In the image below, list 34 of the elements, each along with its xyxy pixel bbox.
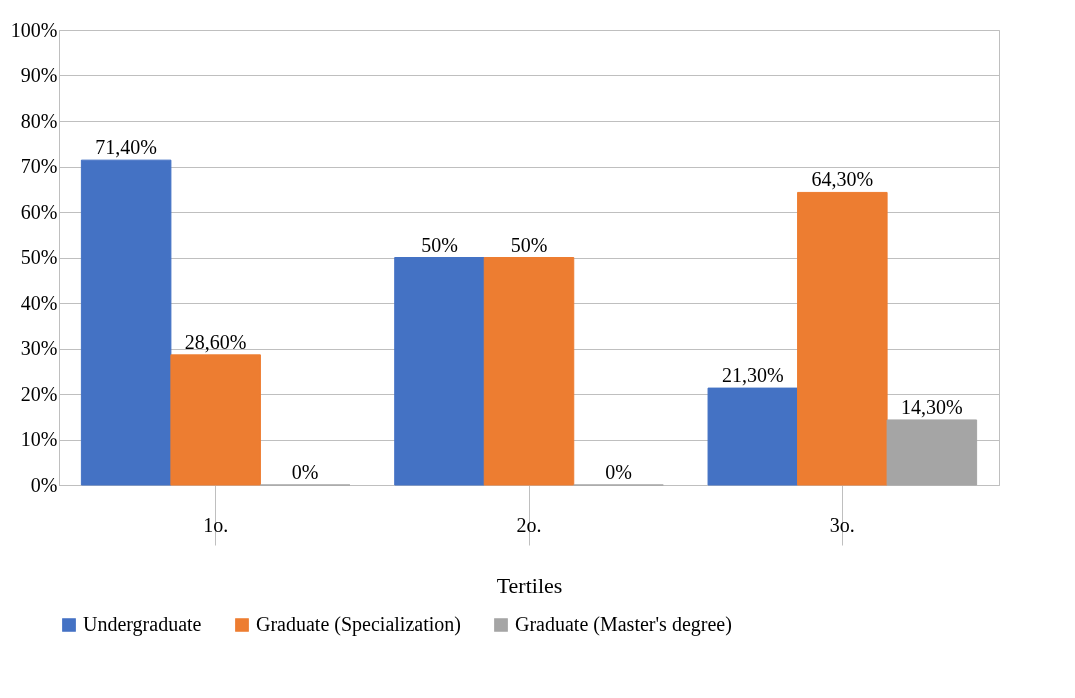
y-tick-label: 20% [20, 382, 58, 405]
x-axis-title: Tertiles [496, 573, 563, 598]
data-label: 50% [421, 233, 458, 256]
data-label: 0% [291, 461, 319, 483]
data-label: 64,30% [811, 168, 874, 191]
bar [80, 159, 172, 486]
data-label: 21,30% [721, 364, 784, 387]
bar [797, 191, 888, 486]
bar [394, 257, 485, 486]
x-tick-label: 1o. [203, 513, 229, 536]
bar [707, 387, 799, 486]
bar [170, 354, 261, 486]
y-tick-label: 30% [20, 337, 58, 359]
y-tick-label: 40% [20, 291, 58, 314]
x-tick-label: 2o. [516, 513, 542, 536]
data-label: 28,60% [184, 330, 247, 353]
y-tick-label: 50% [20, 246, 58, 268]
x-tick-label: 3o. [829, 513, 855, 536]
legend-label: Undergraduate [83, 613, 202, 636]
legend-label: Graduate (Specialization) [256, 613, 461, 636]
data-label: 50% [510, 233, 548, 256]
data-label: 71,40% [95, 136, 157, 159]
data-label: 14,30% [901, 395, 963, 418]
y-tick-label: 0% [30, 473, 58, 496]
bar [886, 419, 978, 486]
y-tick-label: 100% [10, 18, 58, 41]
bar [483, 257, 575, 486]
y-tick-label: 10% [20, 428, 58, 450]
y-tick-label: 70% [20, 155, 58, 177]
y-tick-label: 80% [20, 109, 58, 132]
data-label: 0% [605, 461, 632, 483]
y-tick-label: 60% [20, 200, 58, 223]
y-tick-label: 90% [20, 64, 58, 86]
legend-label: Graduate (Master's degree) [515, 613, 732, 636]
